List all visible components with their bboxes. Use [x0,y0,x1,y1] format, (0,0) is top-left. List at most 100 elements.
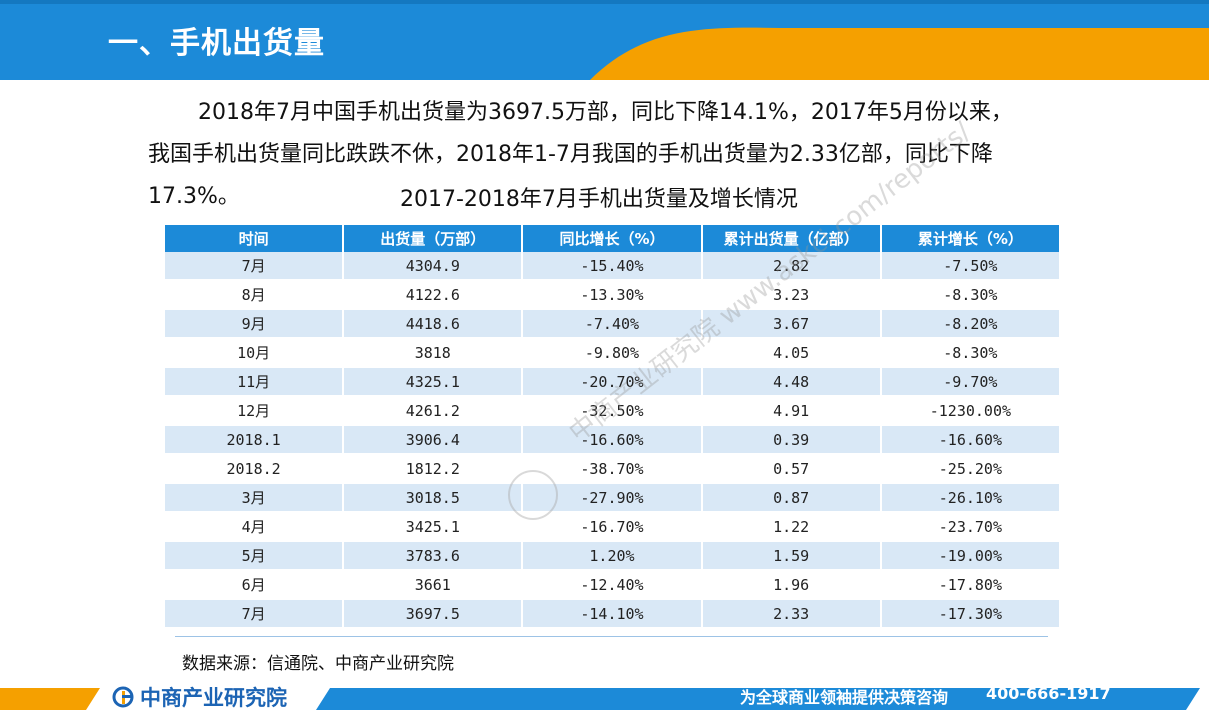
cell-time: 8月 [165,281,343,310]
table-row: 11月 4325.1 -20.70% 4.48 -9.70% [165,368,1059,397]
cell-cumulative-shipments: 1.96 [702,571,880,600]
cell-cumulative-shipments: 3.67 [702,310,880,339]
cell-time: 9月 [165,310,343,339]
intro-line-3: 17.3%。 [148,184,240,209]
cell-shipments: 3783.6 [344,542,522,571]
cell-cumulative-growth: -9.70% [881,368,1059,397]
cell-time: 2018.1 [165,426,343,455]
header-cumulative-shipments: 累计出货量（亿部） [702,225,880,252]
cell-shipments: 4304.9 [344,252,522,281]
cell-yoy-growth: -7.40% [523,310,701,339]
cell-shipments: 4325.1 [344,368,522,397]
cell-cumulative-shipments: 3.23 [702,281,880,310]
table-body: 7月 4304.9 -15.40% 2.82 -7.50% 8月 4122.6 -13.30%… [165,252,1059,629]
cell-cumulative-shipments: 4.05 [702,339,880,368]
cell-shipments: 3818 [344,339,522,368]
cell-cumulative-growth: -8.30% [881,339,1059,368]
table-header-row: 时间 出货量（万部） 同比增长（%） 累计出货量（亿部） 累计增长（%） [165,225,1059,252]
data-source: 数据来源：信通院、中商产业研究院 [182,654,454,674]
page-title: 一、手机出货量 [108,26,325,61]
cell-time: 11月 [165,368,343,397]
header-time: 时间 [165,225,343,252]
cell-yoy-growth: -13.30% [523,281,701,310]
shipment-table: 时间 出货量（万部） 同比增长（%） 累计出货量（亿部） 累计增长（%） 7月 4… [163,225,1061,629]
cell-cumulative-growth: -26.10% [881,484,1059,513]
cell-cumulative-shipments: 4.91 [702,397,880,426]
cell-time: 7月 [165,252,343,281]
cell-cumulative-growth: -25.20% [881,455,1059,484]
cell-shipments: 3018.5 [344,484,522,513]
cell-cumulative-shipments: 2.82 [702,252,880,281]
cell-cumulative-shipments: 1.22 [702,513,880,542]
table-row: 6月 3661 -12.40% 1.96 -17.80% [165,571,1059,600]
cell-cumulative-growth: -8.30% [881,281,1059,310]
cell-time: 12月 [165,397,343,426]
cell-time: 5月 [165,542,343,571]
table-row: 2018.2 1812.2 -38.70% 0.57 -25.20% [165,455,1059,484]
footer-slogan: 为全球商业领袖提供决策咨询 [740,688,949,707]
cell-time: 7月 [165,600,343,629]
cell-shipments: 3661 [344,571,522,600]
cell-yoy-growth: 1.20% [523,542,701,571]
cell-shipments: 4261.2 [344,397,522,426]
header-yoy-growth: 同比增长（%） [523,225,701,252]
intro-line-2: 我国手机出货量同比跌跌不休，2018年1-7月我国的手机出货量为2.33亿部，同… [148,142,993,167]
header-banner [0,0,1209,80]
cell-time: 6月 [165,571,343,600]
cell-yoy-growth: -12.40% [523,571,701,600]
table-row: 12月 4261.2 -32.50% 4.91 -1230.00% [165,397,1059,426]
cell-time: 10月 [165,339,343,368]
cell-shipments: 3906.4 [344,426,522,455]
cell-cumulative-growth: -8.20% [881,310,1059,339]
cell-yoy-growth: -16.60% [523,426,701,455]
cell-cumulative-growth: -17.80% [881,571,1059,600]
cell-cumulative-shipments: 0.39 [702,426,880,455]
table-row: 4月 3425.1 -16.70% 1.22 -23.70% [165,513,1059,542]
cell-shipments: 4122.6 [344,281,522,310]
cell-shipments: 3425.1 [344,513,522,542]
cell-cumulative-shipments: 1.59 [702,542,880,571]
table-row: 2018.1 3906.4 -16.60% 0.39 -16.60% [165,426,1059,455]
table-row: 8月 4122.6 -13.30% 3.23 -8.30% [165,281,1059,310]
watermark-logo-icon [508,470,558,520]
brand: 中商产业研究院 [112,682,287,712]
table-title: 2017-2018年7月手机出货量及增长情况 [400,187,798,212]
table-row: 5月 3783.6 1.20% 1.59 -19.00% [165,542,1059,571]
table-row: 10月 3818 -9.80% 4.05 -8.30% [165,339,1059,368]
cell-cumulative-shipments: 4.48 [702,368,880,397]
cell-cumulative-shipments: 0.87 [702,484,880,513]
cell-time: 3月 [165,484,343,513]
table-row: 3月 3018.5 -27.90% 0.87 -26.10% [165,484,1059,513]
footer-bar [0,680,1209,718]
table-row: 7月 4304.9 -15.40% 2.82 -7.50% [165,252,1059,281]
header-cumulative-growth: 累计增长（%） [881,225,1059,252]
askci-logo-icon [112,686,134,708]
table-row: 7月 3697.5 -14.10% 2.33 -17.30% [165,600,1059,629]
header-shipments: 出货量（万部） [344,225,522,252]
brand-name: 中商产业研究院 [140,686,287,710]
cell-cumulative-growth: -17.30% [881,600,1059,629]
intro-paragraph: 2018年7月中国手机出货量为3697.5万部，同比下降14.1%，2017年5… [148,92,1068,218]
cell-yoy-growth: -16.70% [523,513,701,542]
cell-cumulative-growth: -1230.00% [881,397,1059,426]
cell-cumulative-growth: -16.60% [881,426,1059,455]
cell-shipments: 3697.5 [344,600,522,629]
cell-yoy-growth: -15.40% [523,252,701,281]
cell-shipments: 4418.6 [344,310,522,339]
cell-cumulative-growth: -7.50% [881,252,1059,281]
cell-time: 4月 [165,513,343,542]
cell-yoy-growth: -9.80% [523,339,701,368]
cell-cumulative-shipments: 0.57 [702,455,880,484]
cell-yoy-growth: -14.10% [523,600,701,629]
cell-cumulative-growth: -23.70% [881,513,1059,542]
cell-yoy-growth: -32.50% [523,397,701,426]
footer-phone: 400-666-1917 [986,684,1111,703]
cell-shipments: 1812.2 [344,455,522,484]
intro-line-1: 2018年7月中国手机出货量为3697.5万部，同比下降14.1%，2017年5… [198,100,1013,125]
cell-cumulative-shipments: 2.33 [702,600,880,629]
cell-yoy-growth: -20.70% [523,368,701,397]
table-row: 9月 4418.6 -7.40% 3.67 -8.20% [165,310,1059,339]
table-divider [175,636,1048,637]
cell-time: 2018.2 [165,455,343,484]
cell-cumulative-growth: -19.00% [881,542,1059,571]
